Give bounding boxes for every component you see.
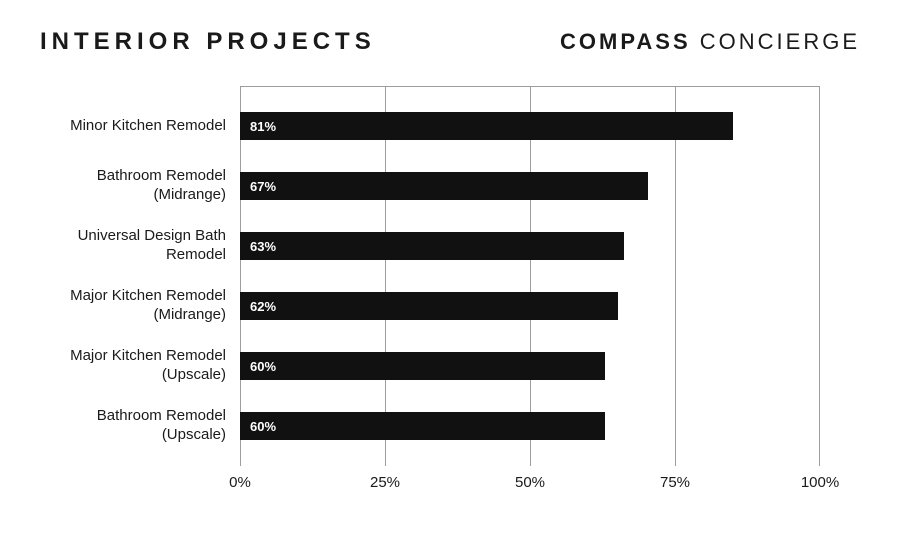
bar-track: 81% xyxy=(240,112,820,140)
x-tick: 0% xyxy=(229,474,251,491)
bar-value: 60% xyxy=(240,359,276,374)
brand-light: CONCIERGE xyxy=(691,29,860,54)
bar-track: 62% xyxy=(240,292,820,320)
bar: 60% xyxy=(240,412,605,440)
bar-label: Universal Design Bath Remodel xyxy=(40,227,240,265)
brand-bold: COMPASS xyxy=(560,29,691,54)
bar-row: Universal Design Bath Remodel 63% xyxy=(40,218,820,274)
bar: 67% xyxy=(240,172,648,200)
x-tick: 25% xyxy=(370,474,400,491)
rows: Minor Kitchen Remodel 81% Bathroom Remod… xyxy=(40,86,820,466)
bar-row: Major Kitchen Remodel (Midrange) 62% xyxy=(40,278,820,334)
brand-logo: COMPASS CONCIERGE xyxy=(560,29,860,55)
bar: 62% xyxy=(240,292,618,320)
bar-value: 67% xyxy=(240,179,276,194)
bar-row: Bathroom Remodel (Upscale) 60% xyxy=(40,398,820,454)
bar-label: Major Kitchen Remodel (Midrange) xyxy=(40,287,240,325)
bar: 81% xyxy=(240,112,733,140)
bar: 63% xyxy=(240,232,624,260)
bar-row: Minor Kitchen Remodel 81% xyxy=(40,98,820,154)
bar-track: 67% xyxy=(240,172,820,200)
bar-value: 81% xyxy=(240,119,276,134)
header: INTERIOR PROJECTS COMPASS CONCIERGE xyxy=(40,28,860,56)
bar-label: Minor Kitchen Remodel xyxy=(40,117,240,136)
x-tick: 50% xyxy=(515,474,545,491)
bar-row: Bathroom Remodel (Midrange) 67% xyxy=(40,158,820,214)
bar: 60% xyxy=(240,352,605,380)
x-axis: 0% 25% 50% 75% 100% xyxy=(240,466,820,506)
bar-track: 60% xyxy=(240,412,820,440)
bar-track: 60% xyxy=(240,352,820,380)
bar-label: Major Kitchen Remodel (Upscale) xyxy=(40,347,240,385)
x-tick: 100% xyxy=(801,474,839,491)
bar-value: 62% xyxy=(240,299,276,314)
x-tick: 75% xyxy=(660,474,690,491)
bar-label: Bathroom Remodel (Midrange) xyxy=(40,167,240,205)
page-title: INTERIOR PROJECTS xyxy=(40,28,376,56)
bar-track: 63% xyxy=(240,232,820,260)
bar-label: Bathroom Remodel (Upscale) xyxy=(40,407,240,445)
page: INTERIOR PROJECTS COMPASS CONCIERGE Mino… xyxy=(0,0,900,539)
bar-value: 60% xyxy=(240,419,276,434)
bar-row: Major Kitchen Remodel (Upscale) 60% xyxy=(40,338,820,394)
bar-chart: Minor Kitchen Remodel 81% Bathroom Remod… xyxy=(40,86,860,506)
bar-value: 63% xyxy=(240,239,276,254)
